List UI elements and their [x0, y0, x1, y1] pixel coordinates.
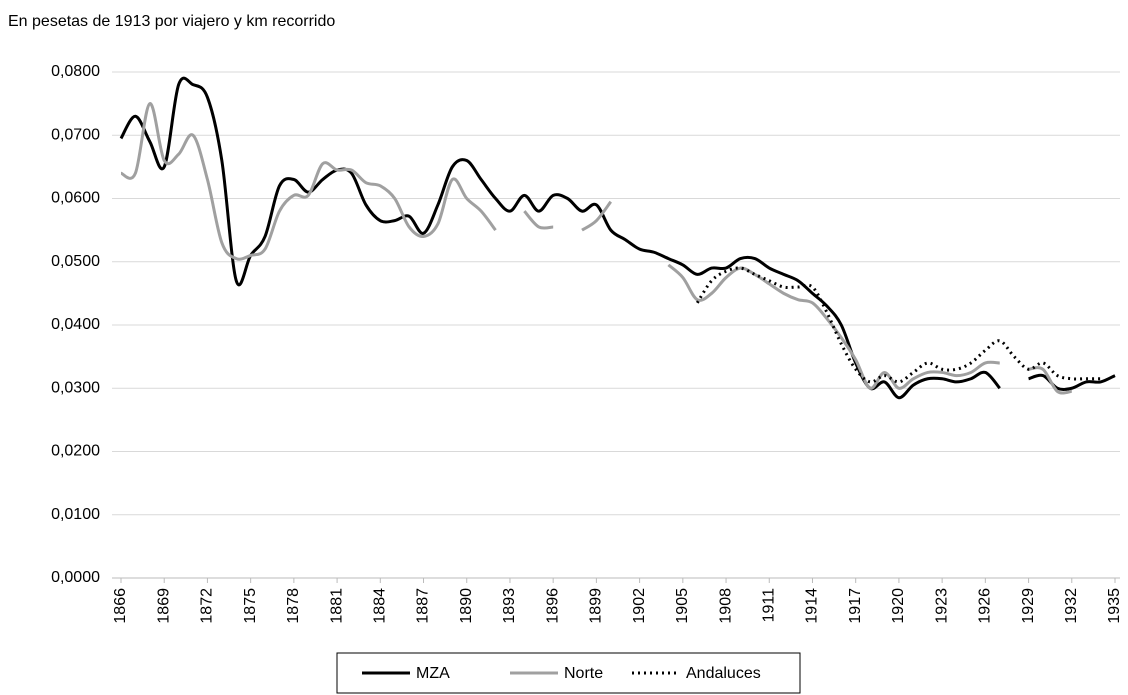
y-tick-label: 0,0100: [51, 506, 100, 523]
legend-label: Andaluces: [686, 665, 761, 682]
x-tick-label: 1926: [977, 588, 994, 624]
x-tick-label: 1899: [588, 588, 605, 624]
x-tick-label: 1896: [544, 588, 561, 624]
x-tick-label: 1911: [760, 588, 777, 623]
legend-label: Norte: [564, 665, 603, 682]
y-tick-label: 0,0400: [51, 316, 100, 333]
y-tick-label: 0,0600: [51, 190, 100, 207]
line-series: [695, 266, 1101, 384]
x-tick-label: 1893: [501, 588, 518, 624]
x-tick-label: 1905: [674, 588, 691, 624]
x-tick-label: 1872: [199, 588, 216, 624]
legend-box: [336, 652, 801, 694]
y-tick-label: 0,0000: [51, 569, 100, 586]
x-tick-label: 1929: [1020, 588, 1037, 624]
x-tick-label: 1902: [631, 588, 648, 624]
x-tick-label: 1887: [415, 588, 432, 624]
x-tick-label: 1923: [933, 588, 950, 624]
x-tick-label: 1869: [155, 588, 172, 624]
line-series: [1028, 373, 1116, 391]
y-tick-label: 0,0700: [51, 126, 100, 143]
chart-title: En pesetas de 1913 por viajero y km reco…: [8, 13, 335, 30]
x-tick-label: 1935: [1106, 588, 1123, 624]
x-tick-label: 1914: [804, 588, 821, 624]
line-series: [119, 76, 1001, 400]
line-series: [523, 210, 554, 230]
x-tick-label: 1881: [328, 588, 345, 624]
line-series: [581, 200, 613, 232]
x-tick-label: 1890: [458, 588, 475, 624]
x-tick-label: 1908: [717, 588, 734, 624]
y-tick-label: 0,0800: [51, 63, 100, 80]
x-tick-label: 1878: [285, 588, 302, 624]
x-tick-label: 1920: [890, 588, 907, 624]
line-series: [120, 102, 497, 261]
x-tick-label: 1875: [242, 588, 259, 624]
x-tick-label: 1917: [847, 588, 864, 624]
x-tick-label: 1884: [372, 588, 389, 624]
y-tick-label: 0,0300: [51, 379, 100, 396]
y-tick-label: 0,0500: [51, 253, 100, 270]
x-tick-label: 1866: [112, 588, 129, 624]
y-tick-label: 0,0200: [51, 443, 100, 460]
legend-label: MZA: [416, 665, 450, 682]
x-tick-label: 1932: [1063, 588, 1080, 624]
